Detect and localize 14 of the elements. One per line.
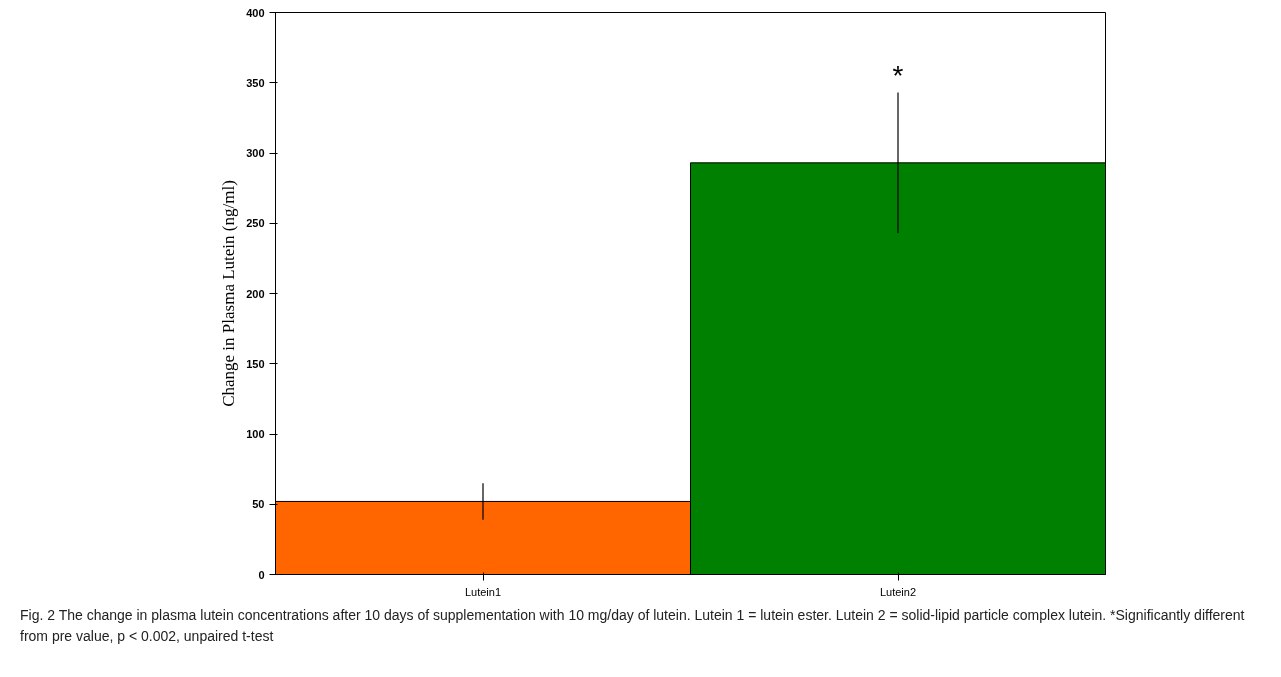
y-tick-label: 250 [246, 217, 265, 230]
x-tick-label: Lutein1 [464, 585, 502, 598]
x-tick-label: Lutein2 [879, 585, 917, 598]
annotation: * [892, 59, 904, 91]
y-tick-label: 50 [252, 498, 265, 511]
y-tick-label: 400 [246, 6, 265, 19]
y-tick-label: 350 [246, 76, 265, 89]
y-tick-label: 0 [258, 568, 265, 581]
y-axis-title: Change in Plasma Lutein (ng/ml) [219, 180, 239, 407]
y-tick-label: 100 [246, 428, 265, 440]
y-tick-label: 300 [246, 147, 265, 159]
y-tick-label: 200 [246, 287, 265, 300]
y-tick-label: 150 [246, 357, 265, 370]
caption: Fig. 2 The change in plasma lutein concentrations after 10 days of supplementation with 10 mg/day of lutein. Lutein 1 = lutein ester. Lutein 2 = solid-lipid particle complex lutein. *Significantly different from pre value, p < 0.002, unpaired t-test [20, 606, 1246, 646]
